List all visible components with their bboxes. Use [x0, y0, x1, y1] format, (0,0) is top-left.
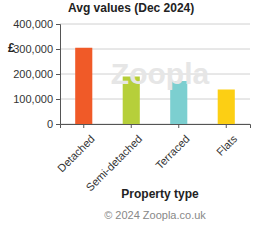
y-tick-mark: [56, 124, 60, 125]
y-tick: 300,000: [13, 43, 60, 55]
y-axis: 0 100,000 200,000 300,000 400,000: [13, 18, 60, 130]
y-tick-label: 300,000: [13, 43, 53, 55]
x-tick-label: Semi-detached: [84, 133, 145, 194]
title: Avg values (Dec 2024): [68, 1, 194, 15]
x-axis-title: Property type: [121, 187, 199, 201]
grid-line: [60, 24, 250, 25]
grid: [60, 24, 250, 124]
bars: [75, 48, 235, 124]
y-tick-mark: [56, 99, 60, 100]
y-tick-label: 400,000: [13, 18, 53, 30]
bar: [75, 48, 92, 124]
y-tick: 0: [47, 118, 60, 130]
y-tick-label: 200,000: [13, 68, 53, 80]
y-tick: 200,000: [13, 68, 60, 80]
x-tick-label: Flats: [214, 132, 240, 158]
x-tick: Terraced: [153, 124, 192, 171]
x-tick-mark: [83, 124, 84, 128]
x-tick-mark: [131, 124, 132, 128]
x-axis: DetachedSemi-detachedTerraced Flats: [55, 124, 250, 193]
y-tick-label: 100,000: [13, 93, 53, 105]
x-tick-label: Detached: [55, 133, 97, 175]
chart: 0 100,000 200,000 300,000 400,000 DetachedSem…: [0, 0, 260, 225]
y-tick: 400,000: [13, 18, 60, 30]
y-tick-mark: [56, 74, 60, 75]
x-tick-mark: [178, 124, 179, 128]
plot: 0 100,000 200,000 300,000 400,000 DetachedSem…: [13, 18, 250, 193]
y-axis-line: [56, 25, 61, 125]
x-tick: Flats: [214, 124, 240, 158]
y-axis-title: £: [8, 41, 15, 55]
x-tick: Detached: [55, 124, 97, 174]
x-axis-line: [61, 125, 251, 129]
watermark: Zoopla: [111, 57, 210, 90]
y-tick: 100,000: [13, 93, 60, 105]
y-tick-mark: [56, 49, 60, 50]
y-tick-label: 0: [47, 118, 53, 130]
footer: © 2024 Zoopla.co.uk: [104, 209, 206, 221]
x-tick-label: Terraced: [153, 133, 192, 172]
y-tick-mark: [56, 24, 60, 25]
x-tick-mark: [226, 124, 227, 128]
bar: [218, 90, 235, 125]
x-tick: Semi-detached: [84, 124, 145, 193]
